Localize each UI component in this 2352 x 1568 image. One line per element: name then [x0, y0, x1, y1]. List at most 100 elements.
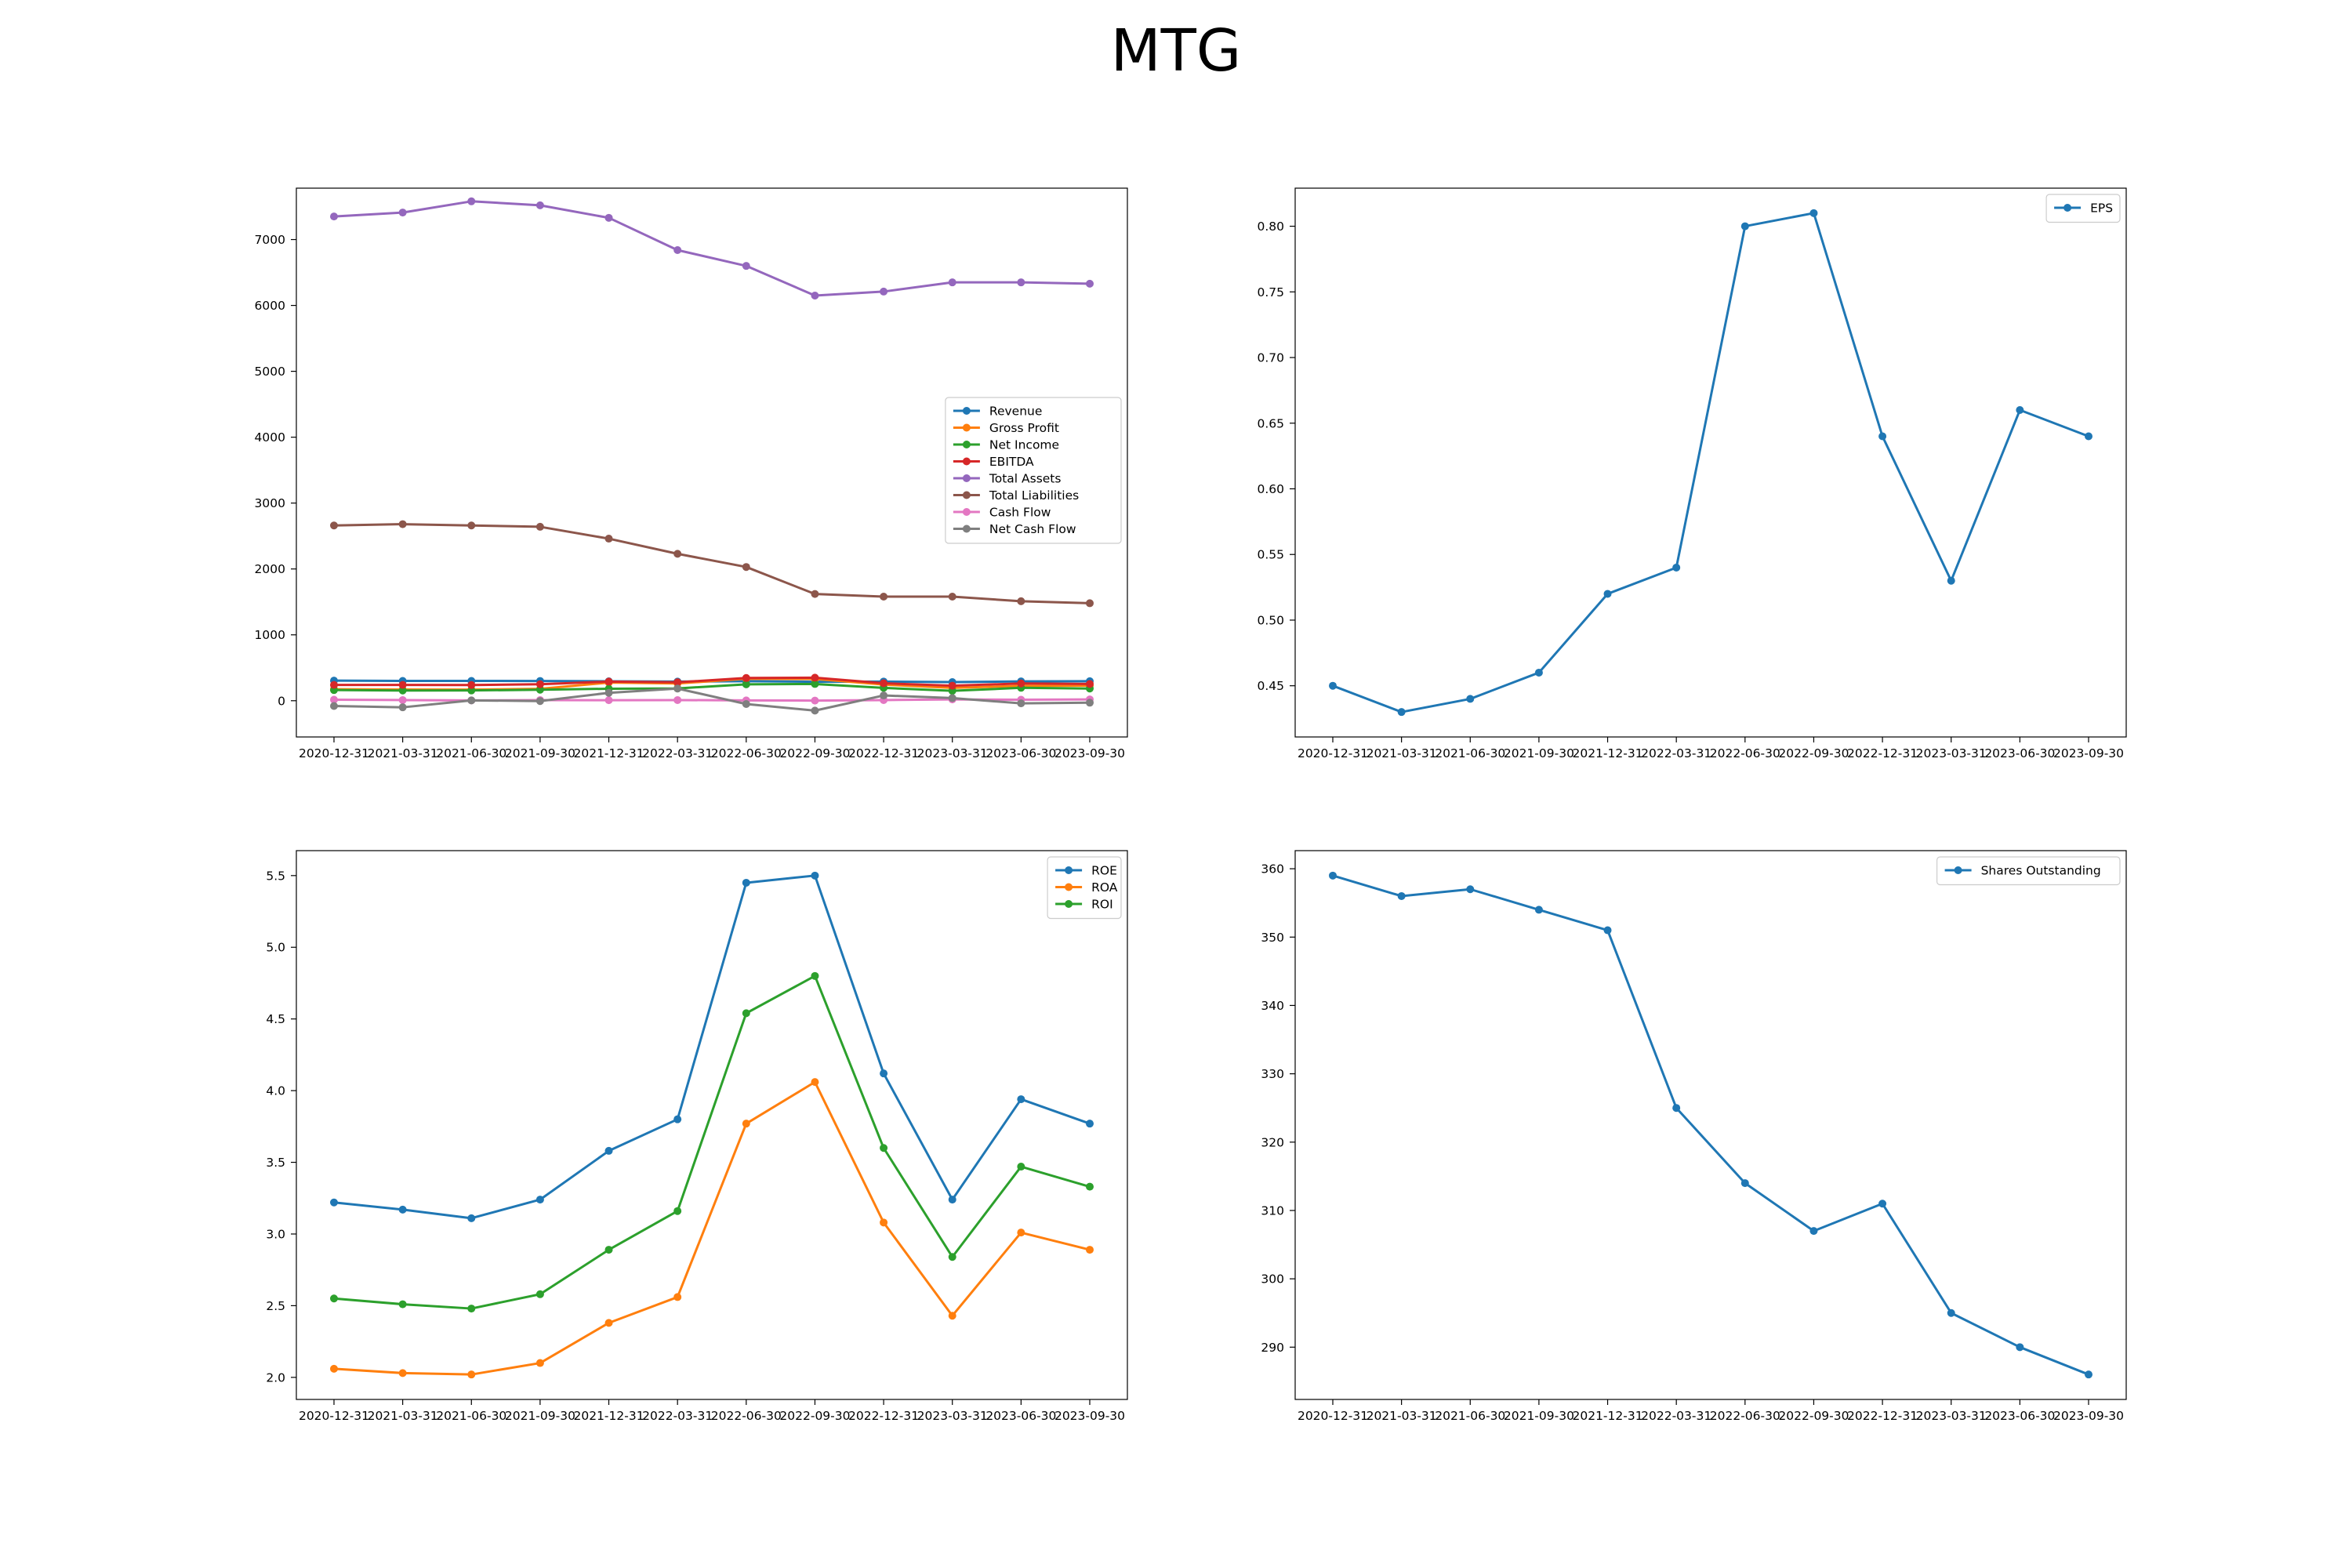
data-point-ebitda — [811, 673, 819, 682]
data-point-total-liabilities — [467, 521, 476, 530]
data-point-ebitda — [604, 677, 613, 686]
x-tick-label: 2023-09-30 — [2053, 1409, 2124, 1423]
legend-box — [945, 397, 1122, 544]
series-line-eps — [1332, 212, 2089, 713]
legend-marker-roi — [1065, 900, 1073, 908]
data-point-total-liabilities — [535, 522, 544, 531]
plot-frame — [296, 187, 1128, 738]
data-point-roi — [330, 1294, 338, 1303]
series-ebitda — [330, 673, 1094, 690]
data-point-roi — [948, 1253, 956, 1261]
data-point-ebitda — [742, 673, 750, 682]
data-point-roi — [673, 1207, 682, 1215]
legend: EPS — [2045, 194, 2121, 223]
data-point-total-assets — [880, 287, 888, 296]
legend-marker-shares-outstanding — [1954, 866, 1962, 874]
legend-marker-roa — [1065, 883, 1073, 891]
plot-frame — [1294, 850, 2127, 1400]
data-point-roa — [880, 1218, 888, 1227]
y-tick-label: 330 — [1261, 1067, 1284, 1081]
data-point-roa — [948, 1312, 956, 1320]
x-tick-label: 2021-03-31 — [1367, 746, 1437, 760]
data-point-net-cash-flow — [535, 697, 544, 706]
data-point-shares-outstanding — [1466, 885, 1475, 894]
data-point-net-cash-flow — [604, 688, 613, 697]
x-tick-label: 2021-06-30 — [436, 746, 506, 760]
x-tick-label: 2022-06-30 — [711, 746, 782, 760]
legend-marker-roe — [1065, 866, 1073, 874]
x-tick-label: 2022-09-30 — [779, 746, 850, 760]
data-point-net-cash-flow — [811, 706, 819, 715]
data-point-roa — [1017, 1229, 1025, 1237]
data-point-eps — [1809, 209, 1818, 217]
legend-marker-eps — [2063, 204, 2072, 212]
x-tick-label: 2023-09-30 — [1054, 1409, 1125, 1423]
data-point-shares-outstanding — [1809, 1227, 1818, 1236]
x-tick-label: 2023-09-30 — [1054, 746, 1125, 760]
data-point-net-income — [398, 686, 407, 695]
data-point-total-liabilities — [1086, 599, 1094, 608]
plot-frame — [296, 850, 1128, 1400]
x-tick-label: 2021-09-30 — [505, 1409, 575, 1423]
data-point-ebitda — [398, 681, 407, 689]
x-tick-label: 2022-03-31 — [642, 746, 713, 760]
y-tick-label: 360 — [1261, 862, 1284, 877]
data-point-eps — [1878, 432, 1887, 441]
data-point-shares-outstanding — [1329, 871, 1337, 880]
data-point-eps — [1740, 222, 1749, 230]
x-tick-label: 2021-03-31 — [368, 746, 438, 760]
x-tick-label: 2020-12-31 — [299, 1409, 369, 1423]
data-point-total-assets — [535, 201, 544, 209]
x-tick-label: 2022-03-31 — [642, 1409, 713, 1423]
data-point-roa — [330, 1364, 338, 1373]
data-point-net-cash-flow — [1017, 699, 1025, 708]
data-point-eps — [1603, 590, 1612, 598]
data-point-roi — [467, 1305, 476, 1313]
data-point-roa — [604, 1319, 613, 1327]
chart-returns: 2020-12-312021-03-312021-06-302021-09-30… — [266, 850, 1128, 1423]
data-point-shares-outstanding — [2016, 1343, 2024, 1352]
legend: Revenue Gross Profit Net Income EBITDA Total… — [945, 397, 1122, 544]
data-point-eps — [1466, 695, 1475, 703]
y-tick-label: 0.80 — [1257, 220, 1284, 234]
x-tick-label: 2023-03-31 — [917, 1409, 988, 1423]
data-point-net-cash-flow — [673, 684, 682, 693]
data-point-shares-outstanding — [1947, 1308, 1955, 1317]
data-point-shares-outstanding — [1603, 926, 1612, 935]
series-line-shares-outstanding — [1332, 874, 2089, 1376]
series-shares-outstanding — [1329, 871, 2092, 1379]
x-tick-label: 2023-03-31 — [917, 746, 988, 760]
data-point-cash-flow — [811, 696, 819, 705]
data-point-roe — [1017, 1095, 1025, 1104]
y-tick-label: 0.75 — [1257, 285, 1284, 299]
data-point-cash-flow — [673, 695, 682, 704]
y-tick-label: 4000 — [255, 430, 285, 445]
x-tick-label: 2023-06-30 — [985, 746, 1056, 760]
data-point-total-liabilities — [742, 563, 750, 572]
data-point-total-assets — [673, 245, 682, 254]
y-tick-label: 6000 — [255, 299, 285, 313]
x-tick-label: 2023-03-31 — [1916, 1409, 1987, 1423]
legend-label-gross-profit: Gross Profit — [989, 421, 1059, 435]
y-tick-label: 0.60 — [1257, 482, 1284, 496]
data-point-total-assets — [398, 209, 407, 217]
series-line-total-liabilities — [333, 523, 1091, 604]
plot-frame — [1294, 187, 2127, 738]
x-tick-label: 2021-09-30 — [505, 746, 575, 760]
data-point-cash-flow — [398, 695, 407, 704]
legend-label-net-cash-flow: Net Cash Flow — [989, 522, 1076, 536]
data-point-roe — [811, 871, 819, 880]
data-point-roa — [811, 1078, 819, 1087]
data-point-total-assets — [467, 197, 476, 205]
series-roi — [330, 971, 1094, 1313]
x-tick-label: 2021-06-30 — [1435, 1409, 1505, 1423]
data-point-net-income — [467, 686, 476, 695]
series-net-cash-flow — [330, 684, 1094, 715]
y-tick-label: 0 — [278, 694, 285, 708]
data-point-net-cash-flow — [880, 691, 888, 700]
data-point-total-liabilities — [948, 593, 956, 601]
x-tick-label: 2022-12-31 — [848, 746, 919, 760]
y-tick-label: 300 — [1261, 1272, 1284, 1287]
data-point-total-assets — [742, 262, 750, 270]
data-point-roi — [1017, 1163, 1025, 1171]
